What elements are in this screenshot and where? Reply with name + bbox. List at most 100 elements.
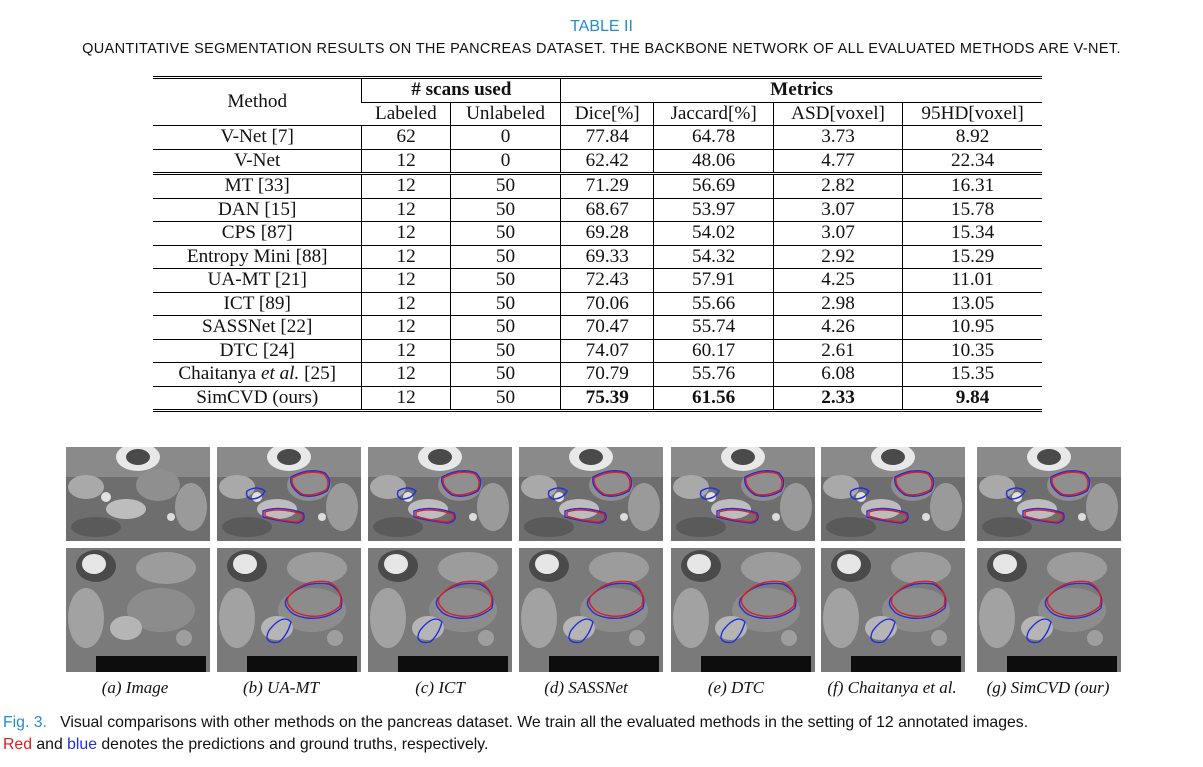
cell-labeled: 62: [361, 125, 451, 149]
table-row: SimCVD (ours) 12 50 75.39 61.56 2.33 9.8…: [153, 385, 1042, 412]
ct-panel-row1-image: [66, 447, 210, 541]
ct-panel-row2-simcvd: [977, 548, 1121, 672]
cell-jaccard: 57.91: [653, 268, 774, 292]
ct-panel-row1-ict: [368, 447, 512, 541]
header-labeled: Labeled: [361, 102, 451, 126]
cell-labeled: 12: [361, 291, 451, 316]
table-row: SASSNet [22] 12 50 70.47 55.74 4.26 10.9…: [153, 315, 1042, 339]
table-row: V-Net [7] 62 0 77.84 64.78 3.73 8.92: [153, 125, 1042, 149]
cell-95hd: 15.34: [902, 221, 1042, 245]
cell-dice: 77.84: [560, 125, 654, 149]
cell-unlabeled: 50: [449, 244, 561, 269]
cell-jaccard: 55.66: [653, 291, 774, 316]
cell-dice: 74.07: [560, 338, 654, 363]
cell-method: DAN [15]: [153, 197, 362, 222]
cell-jaccard: 55.74: [653, 315, 774, 339]
table-row: DAN [15] 12 50 68.67 53.97 3.07 15.78: [153, 197, 1042, 222]
cell-jaccard: 60.17: [653, 338, 774, 363]
table-row: CPS [87] 12 50 69.28 54.02 3.07 15.34: [153, 221, 1042, 245]
header-metrics: Metrics: [560, 76, 1042, 103]
caption-text-1: Visual comparisons with other methods on…: [60, 714, 1029, 731]
semi-supervised-rows: MT [33] 12 50 71.29 56.69 2.82 16.31 DAN…: [153, 173, 1042, 412]
cell-95hd: 16.31: [902, 173, 1042, 198]
cell-method: CPS [87]: [153, 221, 362, 245]
ct-panel-row2-image: [66, 548, 210, 672]
cell-95hd: 9.84: [902, 385, 1042, 412]
cell-95hd: 15.29: [902, 244, 1042, 269]
cell-method: V-Net [7]: [153, 125, 362, 149]
subcaption-d: (d) SASSNet: [544, 678, 628, 697]
cell-95hd: 10.95: [902, 315, 1042, 339]
cell-labeled: 12: [361, 338, 451, 363]
cell-jaccard: 53.97: [653, 197, 774, 222]
cell-labeled: 12: [361, 315, 451, 339]
cell-95hd: 15.35: [902, 362, 1042, 386]
table-row: ICT [89] 12 50 70.06 55.66 2.98 13.05: [153, 291, 1042, 316]
cell-jaccard: 54.02: [653, 221, 774, 245]
table-row: UA-MT [21] 12 50 72.43 57.91 4.25 11.01: [153, 268, 1042, 292]
cell-asd: 3.73: [772, 125, 903, 149]
cell-jaccard: 48.06: [653, 148, 774, 175]
cell-asd: 4.25: [772, 268, 903, 292]
caption-red-word: Red: [3, 736, 32, 753]
table-label: TABLE II: [570, 18, 633, 35]
header-unlabeled: Unlabeled: [449, 102, 561, 126]
cell-95hd: 11.01: [902, 268, 1042, 292]
cell-labeled: 12: [361, 173, 451, 198]
table-row: MT [33] 12 50 71.29 56.69 2.82 16.31: [153, 173, 1042, 198]
subcaption-b: (b) UA-MT: [242, 678, 319, 697]
cell-asd: 2.92: [772, 244, 903, 269]
header-asd: ASD[voxel]: [772, 102, 903, 126]
cell-method: Chaitanya et al. [25]: [153, 362, 362, 386]
cell-asd: 2.98: [772, 291, 903, 316]
cell-labeled: 12: [361, 244, 451, 269]
cell-dice: 71.29: [560, 173, 654, 198]
cell-unlabeled: 50: [449, 315, 561, 339]
cell-asd: 3.07: [772, 197, 903, 222]
cell-unlabeled: 50: [449, 338, 561, 363]
cell-jaccard: 61.56: [653, 385, 774, 412]
table-row: DTC [24] 12 50 74.07 60.17 2.61 10.35: [153, 338, 1042, 363]
cell-dice: 70.47: [560, 315, 654, 339]
cell-unlabeled: 50: [449, 268, 561, 292]
cell-labeled: 12: [361, 362, 451, 386]
cell-dice: 75.39: [560, 385, 654, 412]
cell-unlabeled: 50: [449, 221, 561, 245]
cell-unlabeled: 50: [449, 173, 561, 198]
cell-asd: 4.77: [772, 148, 903, 175]
cell-method: UA-MT [21]: [153, 268, 362, 292]
cell-method: SimCVD (ours): [153, 385, 362, 412]
cell-dice: 69.33: [560, 244, 654, 269]
ct-panel-row2-ua-mt: [217, 548, 361, 672]
cell-asd: 2.82: [772, 173, 903, 198]
cell-unlabeled: 50: [449, 197, 561, 222]
cell-method: DTC [24]: [153, 338, 362, 363]
cell-95hd: 22.34: [902, 148, 1042, 175]
cell-dice: 69.28: [560, 221, 654, 245]
ct-panel-row1-dtc: [671, 447, 815, 541]
cell-asd: 3.07: [772, 221, 903, 245]
subcaption-f: (f) Chaitanya et al.: [827, 678, 957, 697]
cell-dice: 68.67: [560, 197, 654, 222]
cell-jaccard: 55.76: [653, 362, 774, 386]
caption-text-2: denotes the predictions and ground truth…: [97, 736, 489, 753]
cell-95hd: 13.05: [902, 291, 1042, 316]
cell-unlabeled: 50: [449, 362, 561, 386]
cell-unlabeled: 50: [449, 385, 561, 412]
cell-95hd: 10.35: [902, 338, 1042, 363]
cell-method: V-Net: [153, 148, 362, 175]
cell-95hd: 15.78: [902, 197, 1042, 222]
cell-jaccard: 56.69: [653, 173, 774, 198]
caption-blue-word: blue: [67, 736, 97, 753]
cell-labeled: 12: [361, 148, 451, 175]
cell-95hd: 8.92: [902, 125, 1042, 149]
ct-panel-row1-simcvd: [977, 447, 1121, 541]
ct-panel-row1-sassnet: [519, 447, 663, 541]
header-method: Method: [153, 76, 362, 126]
table-title: QUANTITATIVE SEGMENTATION RESULTS ON THE…: [82, 41, 1121, 57]
table-row: V-Net 12 0 62.42 48.06 4.77 22.34: [153, 148, 1042, 175]
table-row: Chaitanya et al. [25] 12 50 70.79 55.76 …: [153, 362, 1042, 386]
cell-asd: 6.08: [772, 362, 903, 386]
ct-panel-row1-ua-mt: [217, 447, 361, 541]
ct-panel-row2-chaitanya: [821, 548, 965, 672]
